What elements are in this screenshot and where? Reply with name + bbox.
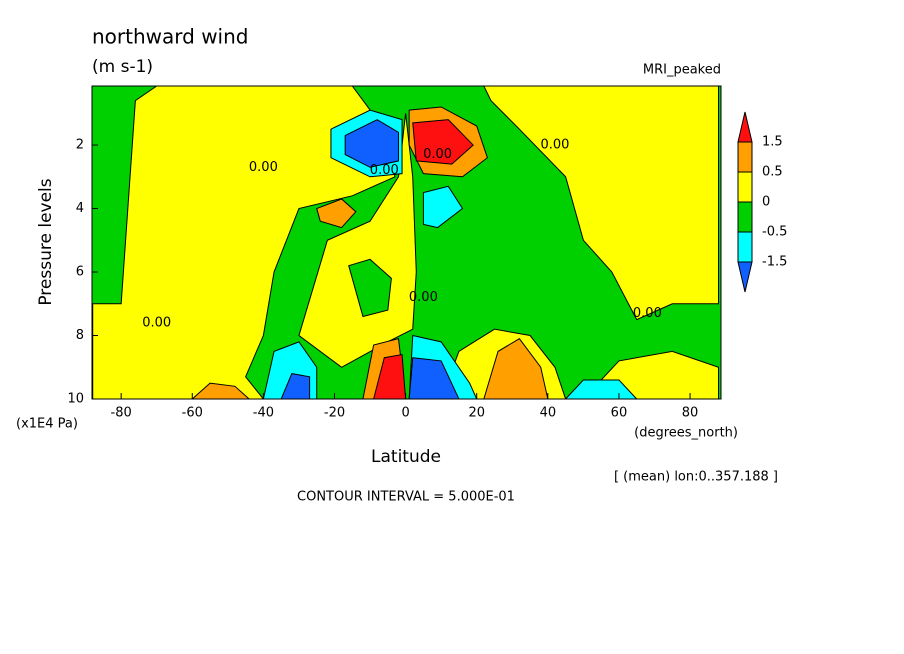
plot-area: 0.00 0.00 0.00 0.00 0.00 0.00 0.00: [92, 86, 721, 399]
contour-region: [408, 357, 460, 399]
colorbar-label: -0.5: [762, 225, 787, 240]
dataset-label: MRI_peaked: [643, 63, 721, 78]
x-tick-label: 60: [611, 406, 628, 421]
colorbar-swatch: [737, 231, 753, 263]
x-units: (degrees_north): [634, 426, 738, 441]
y-units: (x1E4 Pa): [16, 417, 78, 432]
contour-region: [373, 353, 407, 399]
x-tick-label: -60: [182, 406, 203, 421]
y-tick-label: 10: [67, 392, 84, 407]
contour-label: 0.00: [409, 290, 438, 305]
units: (m s-1): [92, 57, 153, 77]
contour-label: 0.00: [540, 138, 569, 153]
contour-region: [483, 86, 720, 321]
y-tick-label: 2: [76, 138, 84, 153]
contour-label: 0.00: [370, 163, 399, 178]
colorbar-swatch: [737, 171, 753, 203]
colorbar-swatch: [737, 261, 753, 293]
contour-region: [348, 258, 392, 318]
colorbar-label: 0: [762, 195, 770, 210]
plot-frame: [91, 85, 722, 400]
x-tick-label: 0: [401, 406, 409, 421]
x-axis-label: Latitude: [371, 447, 441, 467]
colorbar-label: -1.5: [762, 255, 787, 270]
y-tick-label: 6: [76, 265, 84, 280]
contour-region: [483, 338, 549, 399]
x-tick-label: -80: [111, 406, 132, 421]
contour-label: 0.00: [423, 147, 452, 162]
y-axis-label: Pressure levels: [36, 178, 56, 305]
x-tick-label: 40: [540, 406, 557, 421]
region-note: [ (mean) lon:0..357.188 ]: [614, 470, 778, 485]
contour-label: 0.00: [633, 306, 662, 321]
contour-region: [422, 185, 464, 229]
contour-region: [280, 373, 311, 399]
contour-region: [344, 119, 399, 168]
x-tick-label: -40: [253, 406, 274, 421]
colorbar-swatch: [737, 111, 753, 143]
contour-region: [412, 119, 474, 165]
contour-label: 0.00: [249, 160, 278, 175]
contour-label: 0.00: [142, 315, 171, 330]
y-tick-label: 4: [76, 201, 84, 216]
x-tick-label: 80: [682, 406, 699, 421]
contour-region: [316, 198, 357, 229]
colorbar-swatch: [737, 141, 753, 173]
x-tick-label: 20: [468, 406, 485, 421]
contour-region: [191, 382, 250, 399]
y-tick-label: 8: [76, 328, 84, 343]
colorbar-swatch: [737, 201, 753, 233]
colorbar-label: 1.5: [762, 135, 783, 150]
contour-region: [92, 86, 396, 399]
footer: CONTOUR INTERVAL = 5.000E-01: [297, 490, 515, 505]
chart-title: northward wind: [92, 25, 248, 49]
x-tick-label: -20: [324, 406, 345, 421]
colorbar-label: 0.5: [762, 165, 783, 180]
